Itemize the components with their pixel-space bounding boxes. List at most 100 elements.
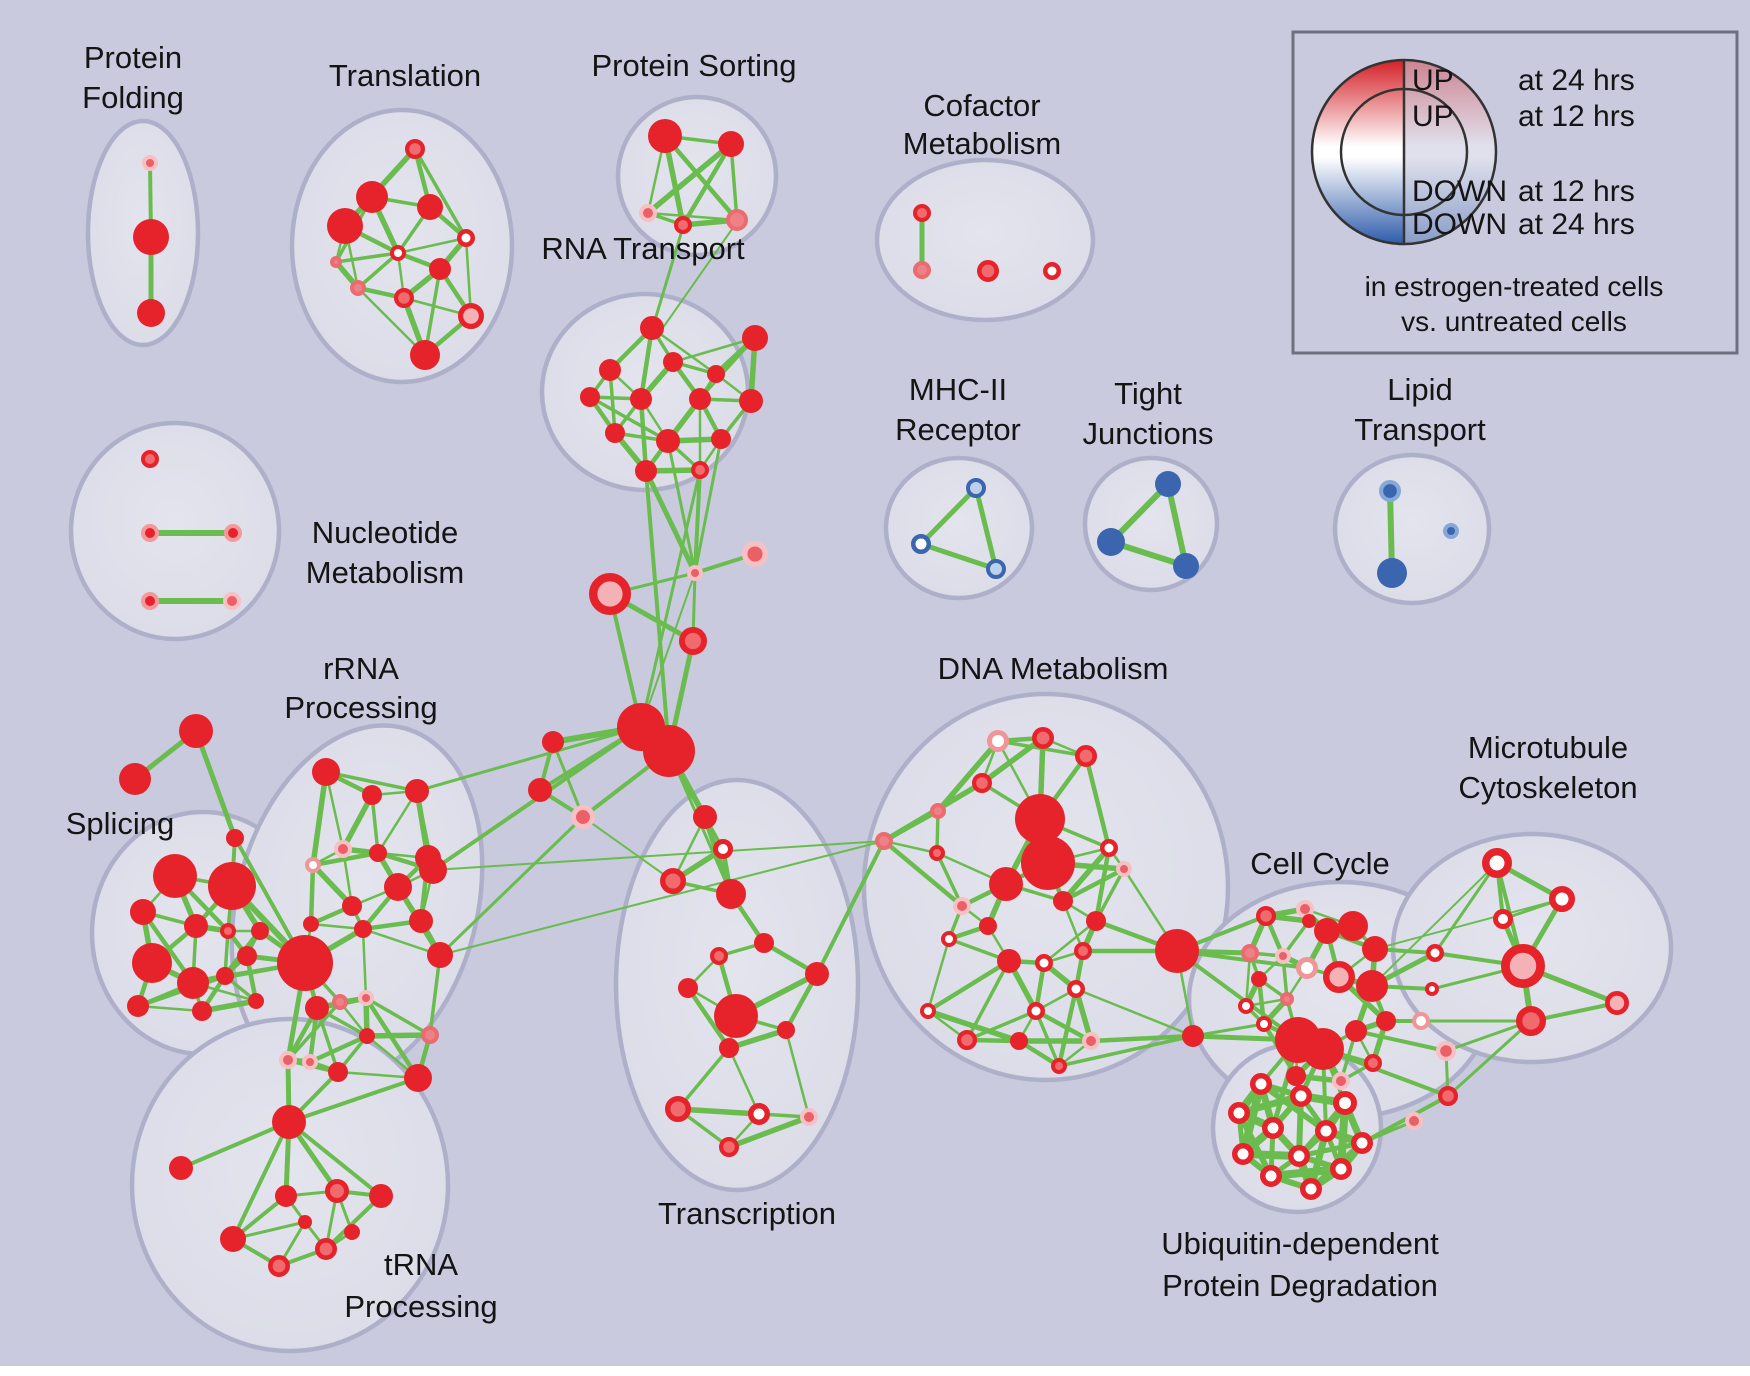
network-node bbox=[369, 844, 387, 862]
network-node bbox=[1255, 905, 1276, 926]
network-node bbox=[674, 216, 692, 234]
network-node bbox=[1443, 523, 1459, 539]
network-edge bbox=[551, 740, 585, 819]
cluster-label-microtubule-cytoskeleton: Microtubule Cytoskeleton bbox=[1458, 730, 1637, 805]
cluster-label-dna-metabolism: DNA Metabolism bbox=[938, 651, 1169, 686]
network-node bbox=[277, 935, 333, 991]
network-node bbox=[1288, 1145, 1310, 1167]
network-edge bbox=[925, 958, 1012, 1014]
legend-up24-time: at 24 hrs bbox=[1518, 64, 1635, 97]
network-node bbox=[687, 565, 703, 581]
network-node bbox=[805, 962, 829, 986]
network-edge bbox=[918, 485, 979, 547]
network-node bbox=[1116, 861, 1132, 877]
network-node bbox=[966, 478, 986, 498]
network-node bbox=[192, 1001, 212, 1021]
network-node bbox=[1338, 911, 1368, 941]
network-edge bbox=[287, 1120, 383, 1198]
network-node bbox=[327, 208, 363, 244]
network-edge bbox=[1073, 986, 1094, 1044]
cluster-label-trna-processing: tRNA Processing bbox=[344, 1247, 497, 1324]
network-node bbox=[542, 731, 564, 753]
legend-glyph-right-half bbox=[1404, 60, 1496, 244]
legend-footnote-line2: vs. untreated cells bbox=[1401, 306, 1627, 337]
network-edge bbox=[310, 850, 381, 868]
cluster-label-nucleotide-metabolism: Nucleotide Metabolism bbox=[306, 515, 465, 590]
network-node bbox=[223, 592, 241, 610]
cluster-label-splicing: Splicing bbox=[66, 806, 175, 841]
network-node bbox=[137, 299, 165, 327]
network-node bbox=[986, 729, 1009, 752]
network-node bbox=[1155, 471, 1181, 497]
network-node bbox=[1086, 911, 1106, 931]
network-node bbox=[458, 303, 485, 330]
network-edge bbox=[1088, 1033, 1196, 1044]
network-node bbox=[324, 1179, 349, 1204]
network-edge bbox=[1360, 1094, 1450, 1145]
network-edge bbox=[356, 251, 400, 290]
network-edge bbox=[1057, 1034, 1195, 1068]
network-node bbox=[141, 450, 159, 468]
network-edge bbox=[693, 437, 723, 575]
network-edge bbox=[1191, 1022, 1266, 1038]
network-node bbox=[580, 387, 600, 407]
network-edge bbox=[882, 839, 939, 855]
network-node bbox=[1426, 944, 1444, 962]
network-node bbox=[1302, 914, 1316, 928]
network-node bbox=[1296, 900, 1314, 918]
network-node bbox=[643, 725, 695, 777]
network-node bbox=[1032, 726, 1055, 749]
network-node bbox=[179, 714, 213, 748]
network-node bbox=[528, 778, 552, 802]
network-edge bbox=[1034, 1009, 1061, 1068]
cluster-label-protein-folding: Protein Folding bbox=[82, 40, 184, 115]
network-node bbox=[663, 352, 683, 372]
network-node bbox=[1437, 1085, 1458, 1106]
network-node bbox=[1412, 1012, 1431, 1031]
network-edge bbox=[396, 236, 468, 255]
network-edge bbox=[1175, 949, 1300, 1042]
network-node bbox=[394, 288, 415, 309]
cluster-ellipse-mhc-ii-receptor bbox=[883, 455, 1035, 601]
network-node bbox=[971, 772, 992, 793]
network-node bbox=[1286, 1066, 1306, 1086]
network-node bbox=[929, 845, 945, 861]
network-node bbox=[334, 840, 352, 858]
network-edge bbox=[340, 792, 375, 852]
network-node bbox=[1315, 1120, 1337, 1142]
network-node bbox=[1405, 1112, 1423, 1130]
network-node bbox=[275, 1185, 297, 1207]
network-edge bbox=[1444, 1019, 1533, 1053]
network-edge bbox=[644, 469, 671, 753]
network-node bbox=[312, 758, 340, 786]
network-node bbox=[656, 429, 680, 453]
network-node bbox=[405, 139, 426, 160]
network-node bbox=[328, 1062, 348, 1082]
legend-down12-time: at 12 hrs bbox=[1518, 175, 1635, 208]
network-nodes-layer bbox=[119, 119, 1630, 1278]
network-edge bbox=[698, 336, 757, 401]
legend: UP at 24 hrs UP at 12 hrs DOWN at 12 hrs… bbox=[1291, 30, 1739, 355]
network-node bbox=[693, 805, 717, 829]
network-edge bbox=[965, 959, 1011, 1042]
cluster-label-translation: Translation bbox=[329, 58, 481, 93]
network-node bbox=[986, 559, 1006, 579]
legend-up12-time: at 12 hrs bbox=[1518, 100, 1635, 133]
network-edge bbox=[588, 395, 670, 443]
network-node bbox=[1256, 1016, 1272, 1032]
cluster-label-tight-junctions: Tight Junctions bbox=[1083, 376, 1214, 451]
network-node bbox=[713, 839, 733, 859]
network-node bbox=[1364, 1054, 1382, 1072]
network-node bbox=[1251, 971, 1267, 987]
network-edge bbox=[1074, 987, 1195, 1038]
cluster-label-protein-sorting: Protein Sorting bbox=[591, 48, 796, 83]
network-node bbox=[1425, 982, 1439, 996]
network-node bbox=[405, 779, 429, 803]
network-edge bbox=[675, 1106, 762, 1117]
network-node bbox=[1182, 1025, 1204, 1047]
network-node bbox=[777, 1021, 795, 1039]
network-edge bbox=[659, 221, 738, 333]
network-node bbox=[1300, 1178, 1322, 1200]
network-node bbox=[1330, 1158, 1352, 1180]
